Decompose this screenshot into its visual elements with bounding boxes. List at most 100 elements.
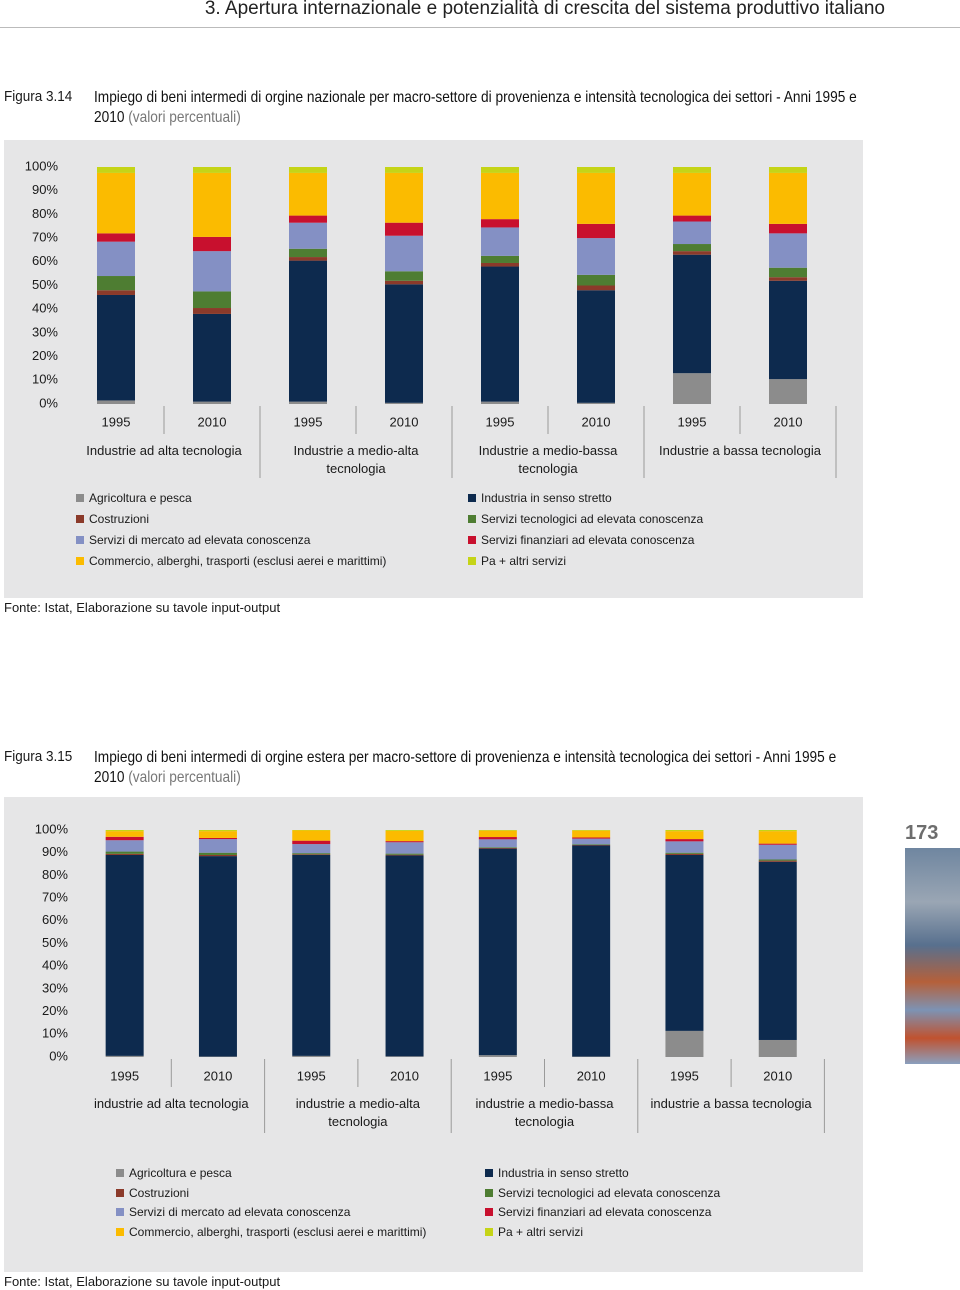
bar-segment	[577, 172, 615, 224]
bar-segment	[385, 853, 424, 855]
legend-swatch	[485, 1208, 493, 1216]
legend-item: Agricoltura e pesca	[76, 490, 192, 506]
bar-segment	[769, 223, 807, 234]
figure-subtitle: (valori percentuali)	[128, 109, 241, 126]
figure-label: Figura 3.14	[4, 88, 73, 105]
group-label: industrie a medio-bassa tecnologia	[475, 1096, 614, 1129]
legend-label: Pa + altri servizi	[481, 554, 567, 568]
bar-segment	[478, 847, 517, 849]
bar-segment	[97, 233, 135, 242]
legend-swatch	[485, 1189, 493, 1197]
bar-segment	[289, 222, 327, 249]
x-tick-label: 1995	[110, 1068, 139, 1083]
bar-segment	[572, 830, 611, 831]
y-tick-label: 50%	[32, 277, 58, 292]
legend-swatch	[116, 1189, 124, 1197]
bar-segment	[198, 837, 237, 840]
bar-segment	[481, 401, 519, 404]
group-label: Industrie a bassa tecnologia	[659, 443, 821, 458]
bar-segment	[289, 172, 327, 216]
bar-segment	[673, 215, 711, 222]
group-label: Industrie ad alta tecnologia	[86, 443, 242, 458]
legend-item: Agricoltura e pesca	[116, 1165, 232, 1181]
bar-segment	[758, 831, 797, 844]
bar-segment	[478, 837, 517, 840]
bar-segment	[673, 251, 711, 255]
x-tick-label: 2010	[577, 1068, 606, 1083]
bar-segment	[193, 308, 231, 314]
bar-segment	[385, 830, 424, 831]
legend-swatch	[116, 1208, 124, 1216]
bar-segment	[198, 856, 237, 1057]
y-tick-label: 20%	[42, 1003, 68, 1018]
bar-segment	[758, 1039, 797, 1057]
bar-segment	[478, 848, 517, 1056]
bar-segment	[289, 167, 327, 173]
bar-segment	[105, 854, 144, 1056]
bar-segment	[478, 847, 517, 848]
bar-segment	[289, 215, 327, 223]
bar-segment	[97, 172, 135, 234]
bar-segment	[385, 235, 423, 272]
legend-item: Pa + altri servizi	[485, 1224, 583, 1240]
bar-segment	[577, 238, 615, 275]
legend-swatch	[76, 557, 84, 565]
bar-segment	[292, 1055, 331, 1057]
bar-segment	[292, 844, 331, 854]
bar-segment	[105, 831, 144, 837]
bar-segment	[385, 167, 423, 173]
group-label: Industrie a medio-bassa tecnologia	[478, 443, 618, 476]
legend-label: Servizi tecnologici ad elevata conoscenz…	[498, 1186, 721, 1200]
bar-segment	[769, 167, 807, 173]
side-photo	[905, 848, 960, 1064]
bar-segment	[385, 841, 424, 843]
x-tick-label: 2010	[582, 414, 611, 429]
bar-segment	[673, 254, 711, 374]
bar-segment	[481, 227, 519, 256]
bar-segment	[193, 172, 231, 237]
bar-segment	[198, 852, 237, 855]
bar-segment	[758, 843, 797, 845]
bar-segment	[769, 267, 807, 278]
bar-segment	[572, 838, 611, 845]
y-tick-label: 20%	[32, 348, 58, 363]
figure-title: Impiego di beni intermedi di orgine nazi…	[94, 89, 857, 126]
bar-segment	[673, 172, 711, 216]
bar-segment	[292, 853, 331, 855]
bar-segment	[769, 280, 807, 380]
bar-segment	[481, 255, 519, 263]
legend-item: Pa + altri servizi	[468, 553, 566, 569]
bar-segment	[673, 167, 711, 173]
legend-item: Commercio, alberghi, trasporti (esclusi …	[116, 1224, 426, 1240]
bar-segment	[193, 313, 231, 402]
legend-item: Industria in senso stretto	[468, 490, 612, 506]
legend-label: Servizi finanziari ad elevata conoscenza	[481, 533, 695, 547]
bar-segment	[97, 276, 135, 291]
bar-segment	[665, 1030, 704, 1057]
bar-segment	[481, 219, 519, 228]
bar-segment	[385, 172, 423, 223]
bar-segment	[673, 221, 711, 245]
bar-segment	[97, 167, 135, 173]
x-tick-label: 2010	[763, 1068, 792, 1083]
legend-label: Commercio, alberghi, trasporti (esclusi …	[89, 554, 387, 568]
bar-segment	[572, 845, 611, 1057]
bar-segment	[758, 830, 797, 832]
bar-segment	[292, 840, 331, 845]
chart-box: 0% 10% 20% 30% 40% 50% 60% 70% 80% 90% 100% 1995 201…	[4, 140, 863, 598]
x-tick-label: 1995	[483, 1068, 512, 1083]
bar-segment	[758, 860, 797, 862]
bar-segment	[105, 853, 144, 855]
bar-segment	[193, 401, 231, 404]
bar-segment	[193, 291, 231, 309]
figure-caption: Impiego di beni intermedi di orgine nazi…	[94, 88, 864, 128]
bar-segment	[292, 854, 331, 1056]
x-tick-label: 1995	[670, 1068, 699, 1083]
x-tick-label: 2010	[203, 1068, 232, 1083]
legend-swatch	[468, 536, 476, 544]
bar-segment	[198, 831, 237, 838]
legend-swatch	[116, 1169, 124, 1177]
y-tick-label: 60%	[32, 253, 58, 268]
legend-item: Servizi tecnologici ad elevata conoscenz…	[485, 1185, 720, 1201]
